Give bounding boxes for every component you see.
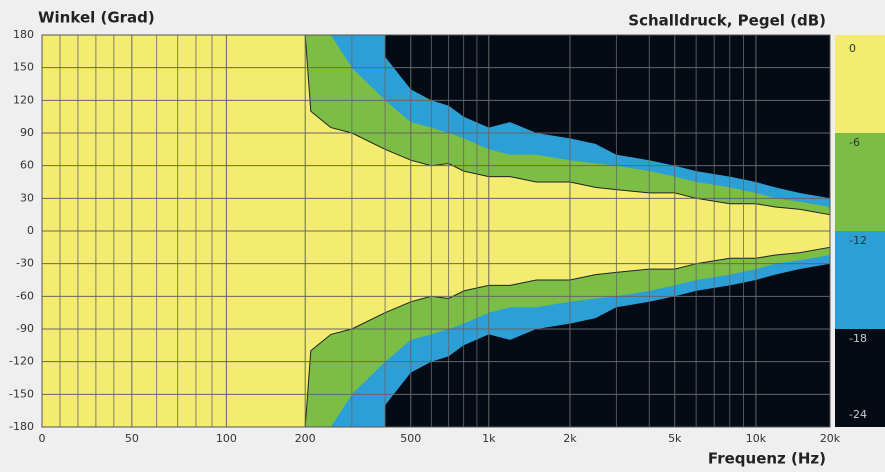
y-tick-label: 30 — [20, 191, 34, 204]
y-tick-label: -150 — [9, 387, 34, 400]
x-tick-label: 100 — [216, 432, 237, 445]
x-tick-label: 50 — [125, 432, 139, 445]
x-tick-label: 0 — [39, 432, 46, 445]
x-tick-label: 200 — [295, 432, 316, 445]
contour-region — [385, 263, 830, 427]
y-tick-label: 150 — [13, 61, 34, 74]
colorbar-label: 0 — [849, 42, 856, 55]
y-tick-label: 0 — [27, 224, 34, 237]
y-tick-label: 60 — [20, 159, 34, 172]
y-tick-label: -180 — [9, 420, 34, 433]
y-axis-title: Winkel (Grad) — [38, 9, 155, 27]
colorbar-band — [835, 231, 885, 329]
y-tick-label: -30 — [16, 257, 34, 270]
x-tick-label: 5k — [668, 432, 682, 445]
x-tick-label: 500 — [400, 432, 421, 445]
y-tick-label: -90 — [16, 322, 34, 335]
x-tick-label: 20k — [820, 432, 841, 445]
colorbar-label: -24 — [849, 408, 867, 421]
x-tick-label: 10k — [746, 432, 767, 445]
x-axis-title: Frequenz (Hz) — [708, 450, 826, 468]
colorbar-band — [835, 329, 885, 427]
plot-frame — [41, 34, 831, 428]
y-tick-label: -120 — [9, 355, 34, 368]
y-tick-label: 120 — [13, 93, 34, 106]
colorbar-label: -12 — [849, 234, 867, 247]
colorbar-label: -6 — [849, 136, 860, 149]
contour-region — [385, 35, 830, 199]
x-tick-label: 1k — [482, 432, 496, 445]
chart-title: Schalldruck, Pegel (dB) — [628, 12, 826, 30]
colorbar-band — [835, 133, 885, 231]
colorbar-band — [835, 35, 885, 133]
x-tick-label: 2k — [563, 432, 577, 445]
y-tick-label: 90 — [20, 126, 34, 139]
y-tick-label: 180 — [13, 28, 34, 41]
y-tick-label: -60 — [16, 289, 34, 302]
colorbar-label: -18 — [849, 332, 867, 345]
